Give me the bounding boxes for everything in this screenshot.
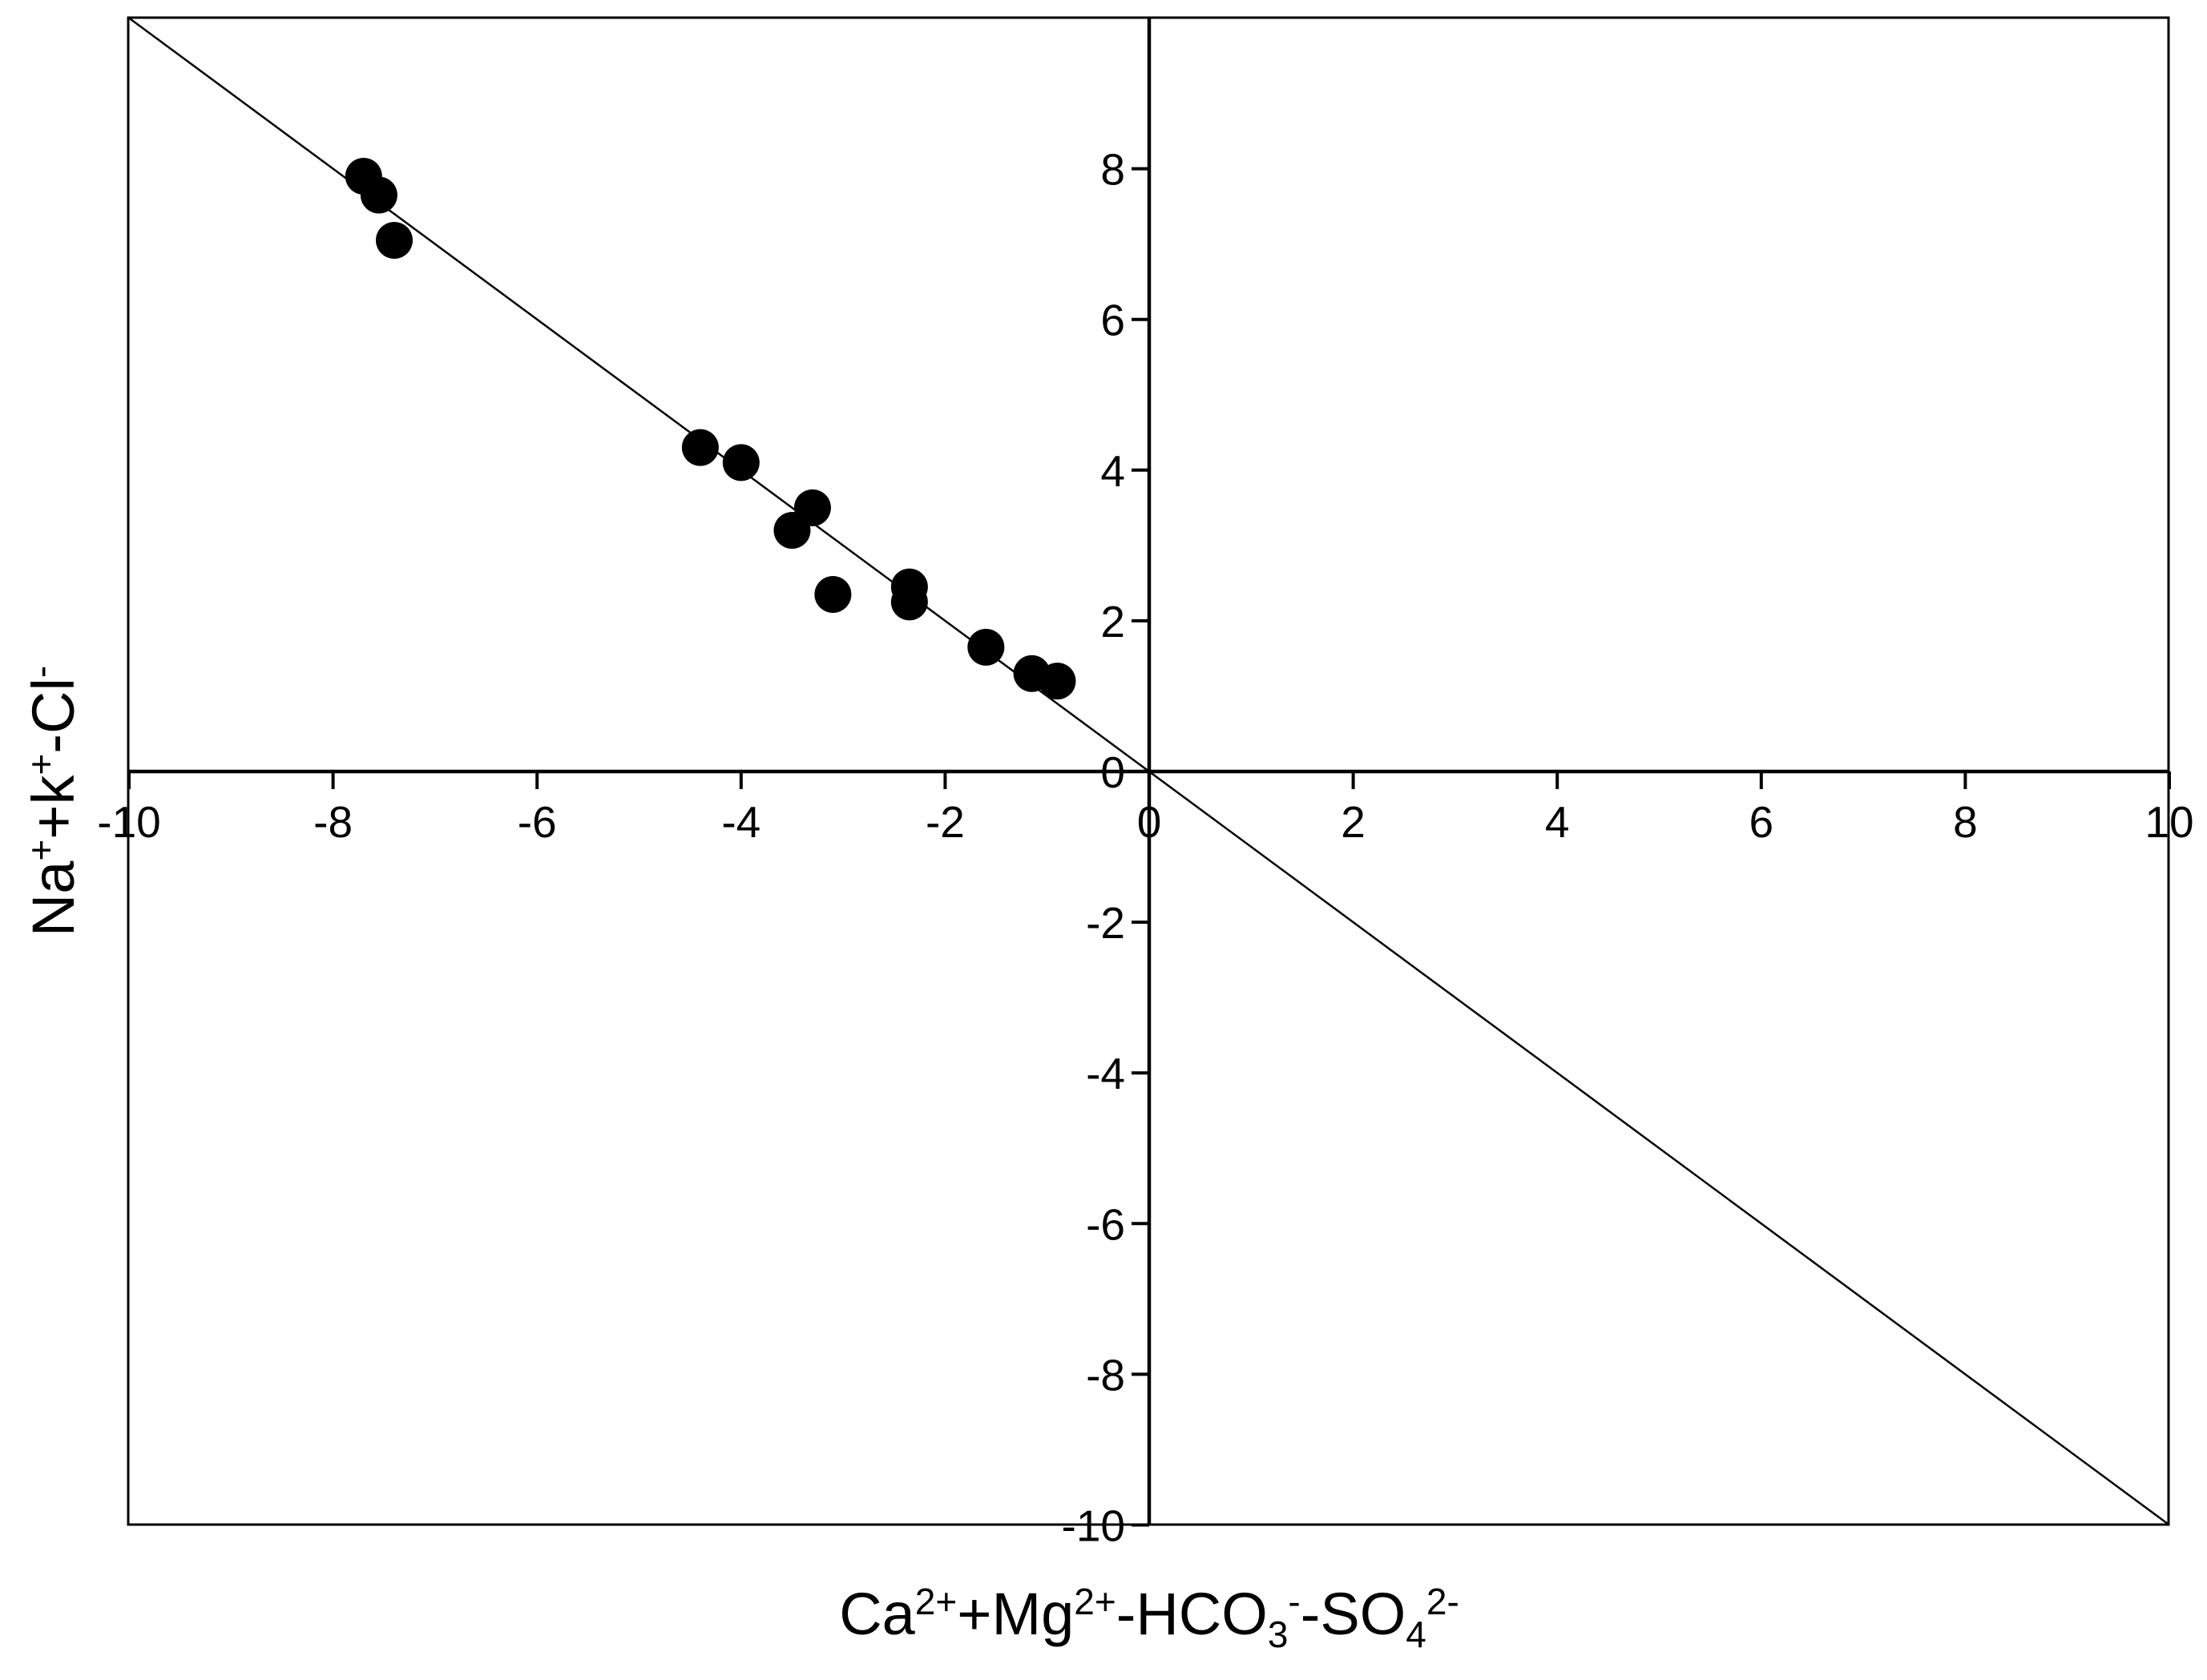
data-point <box>681 429 719 466</box>
x-tick-label: -2 <box>926 797 965 847</box>
x-tick-label: 10 <box>2144 797 2193 847</box>
y-tick-label: -8 <box>1086 1350 1125 1400</box>
x-tick-label: 4 <box>1545 797 1570 847</box>
data-point <box>360 176 397 214</box>
y-tick-label: -10 <box>1062 1501 1126 1551</box>
x-tick-label: -6 <box>518 797 557 847</box>
data-point <box>814 575 852 613</box>
y-tick-label: -2 <box>1086 898 1125 948</box>
x-tick-label: -8 <box>313 797 353 847</box>
x-tick-label: -4 <box>721 797 761 847</box>
data-point <box>1039 663 1076 700</box>
data-point <box>967 628 1005 666</box>
x-axis-title: Ca2++Mg2+-HCO3--SO42- <box>839 1581 1459 1655</box>
x-tick-label: -10 <box>97 797 161 847</box>
y-tick-label: 2 <box>1100 597 1125 647</box>
data-point <box>722 444 760 481</box>
x-tick-label: 6 <box>1749 797 1774 847</box>
y-tick-label: 6 <box>1100 296 1125 345</box>
data-point <box>773 512 811 550</box>
x-tick-label: 0 <box>1137 797 1162 847</box>
data-point <box>375 221 413 259</box>
y-tick-label: 8 <box>1100 145 1125 195</box>
y-tick-label: 0 <box>1100 747 1125 797</box>
x-tick-label: 2 <box>1341 797 1366 847</box>
data-point <box>890 583 928 621</box>
y-tick-label: 4 <box>1100 446 1125 496</box>
y-tick-label: -6 <box>1086 1199 1125 1249</box>
y-tick-label: -4 <box>1086 1049 1125 1098</box>
x-tick-label: 8 <box>1953 797 1978 847</box>
y-axis-title: Na++k+-Cl- <box>20 666 87 937</box>
